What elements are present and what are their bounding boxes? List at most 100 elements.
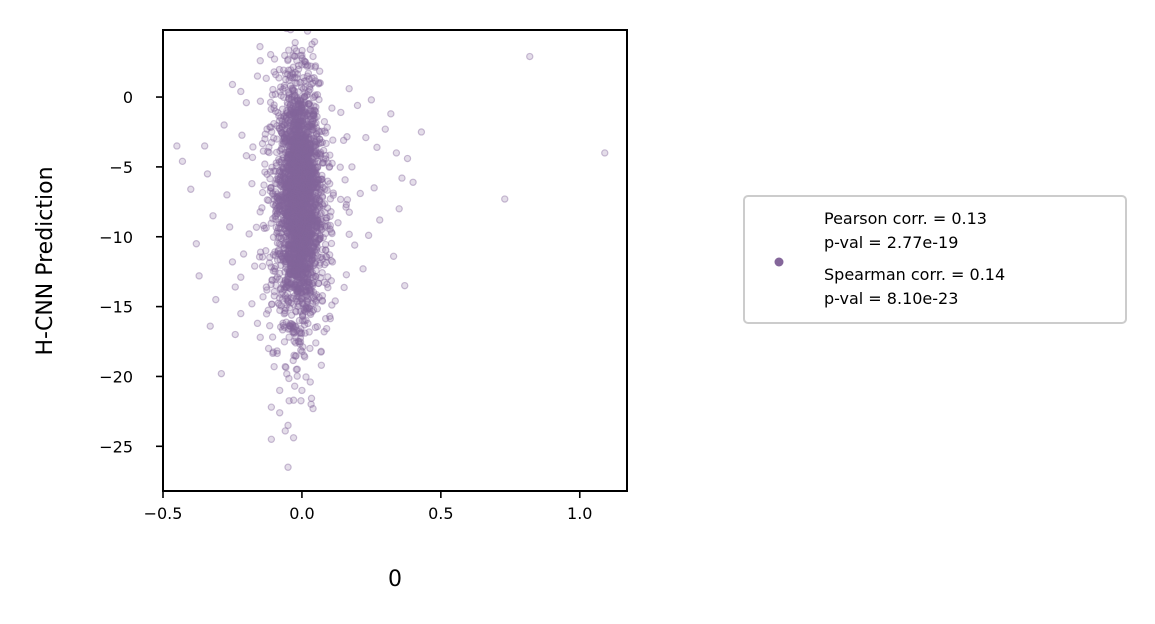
scatter-point xyxy=(292,203,300,211)
scatter-point xyxy=(302,165,310,173)
scatter-point xyxy=(272,148,281,157)
scatter-point xyxy=(298,142,306,150)
scatter-point xyxy=(294,141,302,150)
scatter-point xyxy=(317,348,325,356)
scatter-point xyxy=(284,141,293,150)
scatter-point xyxy=(279,250,288,258)
scatter-point xyxy=(290,351,298,360)
scatter-point xyxy=(306,140,314,149)
scatter-point xyxy=(291,150,299,158)
scatter-point xyxy=(280,244,288,252)
scatter-point xyxy=(290,209,299,217)
scatter-point xyxy=(301,211,310,219)
scatter-point xyxy=(302,169,311,178)
legend-marker xyxy=(774,257,784,267)
scatter-point xyxy=(282,130,290,139)
y-tick-label: −5 xyxy=(109,158,133,177)
scatter-point xyxy=(291,108,300,116)
scatter-point xyxy=(281,159,289,167)
scatter-point xyxy=(331,297,339,305)
scatter-point xyxy=(293,97,302,105)
scatter-point xyxy=(281,240,290,248)
scatter-point xyxy=(308,185,316,194)
scatter-point xyxy=(300,135,308,143)
scatter-point xyxy=(297,202,306,211)
scatter-point xyxy=(293,74,301,82)
scatter-point xyxy=(305,208,313,216)
scatter-point xyxy=(291,112,300,121)
scatter-point xyxy=(296,185,304,193)
scatter-point xyxy=(288,158,296,167)
scatter-point xyxy=(295,327,304,335)
scatter-point xyxy=(307,215,315,223)
scatter-point xyxy=(290,292,299,300)
scatter-point xyxy=(282,283,290,291)
scatter-point xyxy=(307,215,316,224)
scatter-point xyxy=(306,152,314,160)
scatter-point xyxy=(313,243,321,251)
scatter-point xyxy=(273,190,282,198)
scatter-point xyxy=(296,144,304,152)
scatter-point xyxy=(287,240,295,248)
scatter-point xyxy=(373,143,381,152)
scatter-point xyxy=(291,68,299,77)
scatter-point xyxy=(297,397,305,405)
scatter-point xyxy=(294,100,303,108)
scatter-point xyxy=(277,168,285,176)
scatter-point xyxy=(299,237,307,245)
scatter-point xyxy=(267,184,275,192)
scatter-point xyxy=(299,137,308,146)
scatter-point xyxy=(292,222,300,230)
scatter-point xyxy=(303,123,312,131)
scatter-point xyxy=(305,167,313,176)
scatter-point xyxy=(289,154,297,163)
scatter-point xyxy=(290,138,298,146)
scatter-point xyxy=(294,166,303,175)
scatter-point xyxy=(310,216,318,225)
scatter-point xyxy=(370,184,378,192)
scatter-point xyxy=(305,262,314,270)
scatter-point xyxy=(313,252,322,260)
scatter-point xyxy=(296,206,304,215)
scatter-point xyxy=(315,261,324,269)
legend-line-pearson: Pearson corr. = 0.13 xyxy=(824,209,987,228)
scatter-point xyxy=(248,300,256,308)
scatter-point xyxy=(295,201,303,209)
scatter-point xyxy=(275,301,284,309)
scatter-point xyxy=(303,230,311,238)
scatter-point xyxy=(304,278,313,287)
scatter-point xyxy=(303,212,311,220)
scatter-point xyxy=(310,217,319,226)
scatter-point xyxy=(292,308,300,316)
scatter-point xyxy=(298,216,306,224)
scatter-point xyxy=(297,165,305,173)
scatter-point xyxy=(311,92,319,101)
scatter-point xyxy=(298,215,306,224)
scatter-point xyxy=(303,197,311,206)
scatter-point xyxy=(277,240,285,249)
scatter-point xyxy=(275,202,283,211)
scatter-point xyxy=(293,147,302,155)
scatter-point xyxy=(292,214,300,222)
scatter-point xyxy=(306,122,315,131)
scatter-point xyxy=(294,96,302,105)
scatter-point xyxy=(285,250,293,259)
scatter-point xyxy=(299,223,307,231)
scatter-point xyxy=(311,272,320,281)
scatter-point xyxy=(281,174,289,182)
scatter-point xyxy=(301,225,310,233)
scatter-point xyxy=(294,231,302,239)
scatter-point xyxy=(292,201,300,209)
scatter-point xyxy=(300,189,308,197)
scatter-point xyxy=(282,119,290,127)
scatter-point xyxy=(289,356,297,365)
scatter-point xyxy=(297,107,305,115)
scatter-point xyxy=(275,409,284,417)
scatter-point xyxy=(302,187,310,196)
scatter-point xyxy=(288,125,297,133)
scatter-point xyxy=(286,208,295,217)
scatter-point xyxy=(289,206,298,214)
scatter-point xyxy=(282,111,290,119)
scatter-point xyxy=(223,191,231,199)
scatter-point xyxy=(291,127,299,136)
